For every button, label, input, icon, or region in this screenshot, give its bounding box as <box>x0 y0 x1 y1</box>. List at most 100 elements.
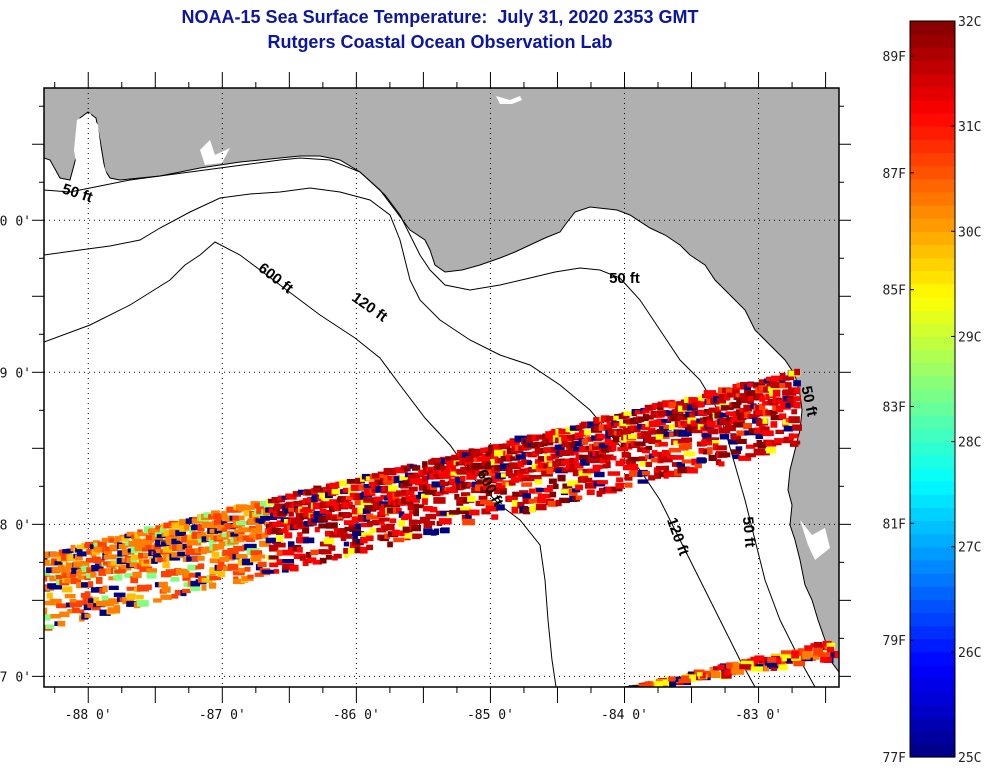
sst-pixel <box>131 534 138 539</box>
sst-pixel <box>360 536 368 544</box>
sst-pixel <box>352 531 365 536</box>
sst-pixel <box>793 661 805 667</box>
colorbar-segment <box>910 520 955 535</box>
colorbar-segment <box>910 178 955 193</box>
sst-pixel <box>731 402 741 409</box>
sst-pixel <box>637 479 649 484</box>
sst-pixel <box>508 480 516 486</box>
sst-pixel <box>218 544 225 550</box>
sst-pixel <box>97 541 107 548</box>
sst-pixel <box>600 447 610 453</box>
sst-pixel <box>274 569 280 574</box>
colorbar-segment <box>910 34 955 48</box>
sst-pixel <box>659 456 668 463</box>
sst-pixel <box>669 679 677 687</box>
sst-pixel <box>726 392 740 398</box>
sst-pixel <box>152 528 163 533</box>
sst-pixel <box>794 440 801 445</box>
sst-pixel <box>261 569 275 574</box>
sst-pixel <box>131 554 143 561</box>
sst-pixel <box>508 473 516 479</box>
sst-pixel <box>190 580 201 587</box>
sst-pixel <box>361 532 373 537</box>
sst-pixel <box>282 563 295 570</box>
sst-pixel <box>370 482 381 489</box>
sst-pixel <box>303 511 314 518</box>
sst-pixel <box>767 657 777 664</box>
sst-pixel <box>143 559 154 564</box>
sst-pixel <box>448 478 460 485</box>
lat-tick-label: 30 0' <box>0 214 31 229</box>
sst-pixel <box>429 506 438 513</box>
sst-pixel <box>411 524 422 532</box>
sst-pixel <box>475 449 486 454</box>
sst-pixel <box>522 493 531 499</box>
sst-pixel <box>369 528 376 534</box>
sst-pixel <box>598 443 612 448</box>
sst-pixel <box>704 409 710 414</box>
sst-pixel <box>121 548 129 556</box>
sst-pixel <box>456 469 469 475</box>
sst-pixel <box>310 549 319 556</box>
sst-pixel <box>142 538 155 543</box>
sst-pixel <box>641 424 651 431</box>
sst-pixel <box>481 479 490 486</box>
sst-pixel <box>235 554 248 559</box>
sst-pixel <box>753 442 760 448</box>
sst-pixel <box>232 571 245 576</box>
sst-pixel <box>124 573 133 578</box>
colorbar-segment <box>910 375 955 390</box>
sst-pixel <box>288 507 300 512</box>
sst-pixel <box>212 543 219 551</box>
sst-pixel <box>75 554 83 561</box>
sst-pixel <box>414 504 425 509</box>
sst-pixel <box>247 574 254 579</box>
sst-pixel <box>500 490 507 495</box>
sst-pixel <box>775 429 784 434</box>
sst-pixel <box>654 442 661 447</box>
sst-pixel <box>399 476 410 481</box>
colorbar-segment <box>910 73 955 88</box>
lat-tick-label: 27 0' <box>0 670 31 685</box>
sst-pixel <box>345 495 359 500</box>
sst-pixel <box>512 476 524 482</box>
sst-pixel <box>794 368 800 376</box>
sst-pixel <box>312 559 323 565</box>
sst-pixel <box>663 465 669 472</box>
colorbar-segment <box>910 638 955 653</box>
sst-pixel <box>186 540 198 546</box>
sst-pixel <box>82 596 93 604</box>
sst-pixel <box>696 672 703 677</box>
sst-pixel <box>730 433 742 441</box>
sst-pixel <box>706 437 719 443</box>
sst-pixel <box>161 541 172 547</box>
sst-pixel <box>113 575 121 580</box>
sst-pixel <box>108 585 119 590</box>
sst-pixel <box>683 451 696 457</box>
sst-pixel <box>690 420 701 427</box>
sst-pixel <box>84 591 91 598</box>
sst-pixel <box>126 586 136 591</box>
sst-pixel <box>113 605 121 610</box>
sst-pixel <box>747 399 754 405</box>
sst-pixel <box>641 470 650 476</box>
sst-pixel <box>759 403 766 411</box>
sst-pixel <box>386 507 399 514</box>
sst-pixel <box>105 569 111 575</box>
sst-pixel <box>329 499 341 507</box>
sst-pixel <box>534 441 543 447</box>
sst-pixel <box>243 510 252 517</box>
sst-swath <box>44 368 839 687</box>
colorbar-segment <box>910 205 955 219</box>
sst-pixel <box>707 428 719 435</box>
sst-pixel <box>681 442 692 450</box>
sst-pixel <box>681 437 693 443</box>
sst-pixel <box>44 551 50 559</box>
sst-pixel <box>573 446 586 452</box>
sst-pixel <box>285 501 297 509</box>
colorbar-segment <box>910 270 955 285</box>
sst-pixel <box>297 532 303 537</box>
sst-pixel <box>548 478 557 484</box>
sst-pixel <box>143 552 149 558</box>
lon-tick-label: -85 0' <box>467 708 514 723</box>
